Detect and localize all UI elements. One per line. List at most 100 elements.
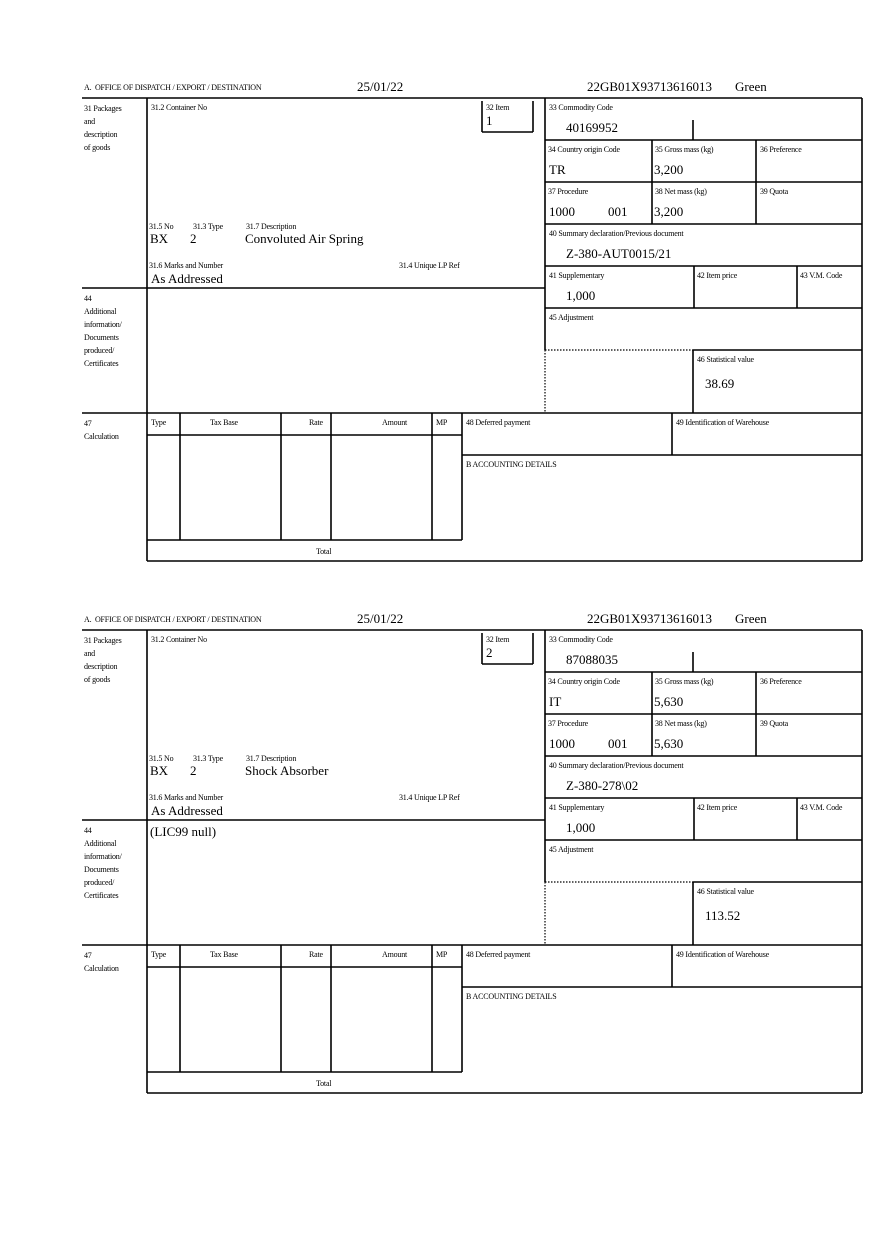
office-label: A. OFFICE OF DISPATCH / EXPORT / DESTINA… [84,83,262,92]
net-mass-label: 38 Net mass (kg) [655,719,707,728]
rate-header: Rate [309,950,323,959]
warehouse-label: 49 Identification of Warehouse [676,950,769,959]
statistical-value-label: 46 Statistical value [697,355,754,364]
gross-mass-value: 5,630 [654,694,684,709]
net-mass-value: 3,200 [654,204,684,219]
statistical-value: 38.69 [705,376,735,391]
rate-header: Rate [309,418,323,427]
warehouse-label: 49 Identification of Warehouse [676,418,769,427]
procedure-label: 37 Procedure [548,719,589,728]
procedure-additional-value: 001 [608,736,628,751]
marks-value: As Addressed [151,803,223,818]
summary-declaration-value: Z-380-AUT0015/21 [566,246,672,261]
summary-declaration-label: 40 Summary declaration/Previous document [549,229,684,238]
country-origin-label: 34 Country origin Code [548,145,620,154]
package-type-label: 31.3 Type [193,222,223,231]
marks-label: 31.6 Marks and Number [149,261,224,270]
vm-code-label: 43 V.M. Code [800,803,843,812]
commodity-code-label: 33 Commodity Code [549,635,613,644]
accounting-details-label: B ACCOUNTING DETAILS [466,992,557,1001]
summary-declaration-value: Z-380-278\02 [566,778,639,793]
date-value: 25/01/22 [357,79,404,94]
reference-number: 22GB01X93713616013 [587,611,712,626]
accounting-details-label: B ACCOUNTING DETAILS [466,460,557,469]
unique-lp-ref-label: 31.4 Unique LP Ref [399,793,460,802]
calc-type-header: Type [151,418,167,427]
item-price-label: 42 Item price [697,271,738,280]
statistical-value: 113.52 [705,908,741,923]
additional-info-value: (LIC99 null) [150,824,217,839]
marks-value: As Addressed [151,271,223,286]
country-origin-value: TR [549,162,566,177]
description-label: 31.7 Description [246,754,297,763]
supplementary-value: 1,000 [566,820,596,835]
container-no-label: 31.2 Container No [151,103,207,112]
description-value: Shock Absorber [245,763,329,778]
package-kind-value: BX [150,231,169,246]
quota-label: 39 Quota [760,719,788,728]
vm-code-label: 43 V.M. Code [800,271,843,280]
gross-mass-value: 3,200 [654,162,684,177]
supplementary-value: 1,000 [566,288,596,303]
package-count-value: 2 [190,763,197,778]
item-price-label: 42 Item price [697,803,738,812]
description-label: 31.7 Description [246,222,297,231]
office-label: A. OFFICE OF DISPATCH / EXPORT / DESTINA… [84,615,262,624]
container-no-label: 31.2 Container No [151,635,207,644]
tax-base-header: Tax Base [210,950,238,959]
deferred-payment-label: 48 Deferred payment [466,950,531,959]
package-kind-value: BX [150,763,169,778]
net-mass-value: 5,630 [654,736,684,751]
amount-header: Amount [382,950,408,959]
procedure-additional-value: 001 [608,204,628,219]
country-origin-label: 34 Country origin Code [548,677,620,686]
calc-type-header: Type [151,950,167,959]
procedure-label: 37 Procedure [548,187,589,196]
package-count-value: 2 [190,231,197,246]
country-origin-value: IT [549,694,562,709]
commodity-code-value: 87088035 [566,652,618,667]
adjustment-label: 45 Adjustment [549,845,594,854]
route-status: Green [735,611,767,626]
package-no-label: 31.5 No [149,754,174,763]
deferred-payment-label: 48 Deferred payment [466,418,531,427]
gross-mass-label: 35 Gross mass (kg) [655,677,714,686]
calculation-label: 47 Calculation [84,419,119,441]
item-label: 32 Item [486,103,510,112]
mp-header: MP [436,950,448,959]
package-no-label: 31.5 No [149,222,174,231]
mp-header: MP [436,418,448,427]
procedure-value: 1000 [549,204,575,219]
marks-label: 31.6 Marks and Number [149,793,224,802]
date-value: 25/01/22 [357,611,404,626]
reference-number: 22GB01X93713616013 [587,79,712,94]
adjustment-label: 45 Adjustment [549,313,594,322]
packages-label: 31 Packages and description of goods [84,636,122,684]
additional-info-label: 44 Additional information/ Documents pro… [84,294,122,368]
statistical-value-label: 46 Statistical value [697,887,754,896]
procedure-value: 1000 [549,736,575,751]
supplementary-label: 41 Supplementary [549,271,605,280]
item-number: 1 [486,113,493,128]
unique-lp-ref-label: 31.4 Unique LP Ref [399,261,460,270]
total-label: Total [316,547,332,556]
description-value: Convoluted Air Spring [245,231,364,246]
net-mass-label: 38 Net mass (kg) [655,187,707,196]
tax-base-header: Tax Base [210,418,238,427]
summary-declaration-label: 40 Summary declaration/Previous document [549,761,684,770]
commodity-code-value: 40169952 [566,120,618,135]
route-status: Green [735,79,767,94]
packages-label: 31 Packages and description of goods [84,104,122,152]
supplementary-label: 41 Supplementary [549,803,605,812]
amount-header: Amount [382,418,408,427]
item-label: 32 Item [486,635,510,644]
item-number: 2 [486,645,493,660]
total-label: Total [316,1079,332,1088]
package-type-label: 31.3 Type [193,754,223,763]
additional-info-label: 44 Additional information/ Documents pro… [84,826,122,900]
preference-label: 36 Preference [760,145,802,154]
preference-label: 36 Preference [760,677,802,686]
commodity-code-label: 33 Commodity Code [549,103,613,112]
calculation-label: 47 Calculation [84,951,119,973]
